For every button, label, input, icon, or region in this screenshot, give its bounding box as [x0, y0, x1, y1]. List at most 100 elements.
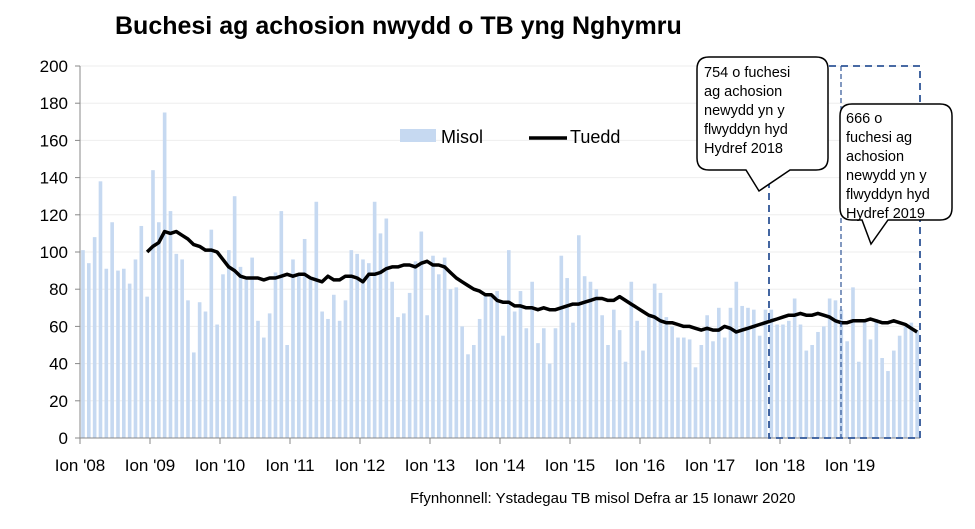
annotation-line: achosion: [846, 149, 905, 165]
bar: [437, 274, 441, 438]
bar: [472, 345, 476, 438]
y-tick-label: 120: [40, 206, 68, 225]
bar: [623, 361, 628, 438]
x-tick-label: Ion '15: [545, 456, 596, 475]
bar: [670, 326, 674, 438]
bar: [367, 263, 371, 438]
bar: [174, 253, 179, 438]
bar: [874, 318, 879, 438]
highlight-box-outer: [768, 65, 921, 439]
bar: [343, 300, 348, 438]
bar: [477, 318, 482, 438]
bar: [547, 363, 552, 438]
bar: [291, 259, 295, 438]
bar: [862, 318, 867, 438]
bar: [221, 274, 225, 438]
bar: [267, 313, 272, 438]
x-tick-label: Ion '10: [195, 456, 246, 475]
bar: [682, 337, 686, 438]
bar: [256, 320, 260, 438]
bar: [676, 337, 680, 438]
callout-bubble-2019: [839, 103, 953, 246]
annotation-2018: 754 o fuchesi ag achosion newydd yn y fl…: [704, 64, 790, 159]
bar: [244, 279, 249, 438]
bar: [594, 289, 599, 438]
bar: [122, 268, 126, 438]
bar: [349, 250, 354, 438]
bar: [262, 337, 266, 438]
bar: [110, 222, 114, 438]
bar: [87, 263, 91, 438]
bar: [483, 292, 488, 438]
bar: [145, 296, 149, 438]
bar: [728, 307, 733, 438]
legend-label-tuedd: Tuedd: [570, 127, 620, 147]
bar: [518, 291, 523, 438]
bar: [658, 292, 663, 438]
bar: [827, 298, 832, 438]
bar: [203, 311, 208, 438]
bar: [699, 345, 704, 438]
bar: [431, 255, 435, 438]
bar: [798, 324, 803, 438]
bar: [833, 300, 838, 438]
y-tick-label: 40: [49, 355, 68, 374]
bar: [588, 281, 593, 438]
bar: [192, 352, 196, 438]
bar: [553, 328, 558, 438]
bar: [332, 294, 336, 438]
bar: [810, 345, 814, 438]
bar: [769, 309, 774, 438]
bar: [617, 330, 622, 438]
bar: [355, 253, 359, 438]
bar: [822, 326, 826, 438]
bar: [133, 259, 138, 438]
bar: [442, 257, 447, 438]
bar: [757, 335, 762, 438]
bar: [157, 222, 161, 438]
bar: [116, 270, 120, 438]
bar: [501, 335, 505, 438]
bar: [915, 330, 919, 438]
legend-swatch-misol: [400, 129, 436, 142]
y-tick-label: 160: [40, 131, 68, 150]
source-note: Ffynhonnell: Ystadegau TB misol Defra ar…: [410, 490, 796, 507]
bar: [629, 281, 634, 438]
bar: [390, 281, 394, 438]
bar: [903, 326, 908, 438]
bar: [489, 296, 494, 438]
annotation-line: flwyddyn hyd: [846, 187, 930, 203]
bar: [232, 196, 237, 438]
bar: [711, 341, 715, 438]
bar: [273, 272, 278, 438]
bar: [787, 320, 791, 438]
bar: [845, 341, 849, 438]
bar: [892, 350, 896, 438]
bar: [641, 350, 645, 438]
annotation-line: ag achosion: [704, 84, 783, 100]
bar: [804, 350, 809, 438]
bar: [536, 343, 540, 438]
bar: [407, 292, 412, 438]
bar: [542, 328, 546, 438]
bar: [460, 326, 464, 438]
bar: [857, 361, 861, 438]
bar: [740, 305, 744, 438]
annotation-2019: 666 o fuchesi ag achosion newydd yn y fl…: [846, 110, 930, 224]
bar: [419, 231, 424, 438]
bar: [372, 201, 377, 438]
bar: [763, 309, 768, 438]
x-tick-label: Ion '14: [475, 456, 526, 475]
bar: [92, 237, 97, 438]
chart-title: Buchesi ag achosion nwydd o TB yng Nghym…: [115, 12, 682, 40]
bar: [909, 322, 914, 438]
bar: [250, 257, 254, 438]
bar: [168, 211, 173, 438]
bar: [127, 283, 132, 438]
bar: [582, 276, 587, 438]
bar: [151, 170, 155, 438]
y-tick-label: 80: [49, 280, 68, 299]
y-tick-label: 60: [49, 317, 68, 336]
annotation-line: Hydref 2018: [704, 141, 783, 157]
bar: [734, 281, 739, 438]
